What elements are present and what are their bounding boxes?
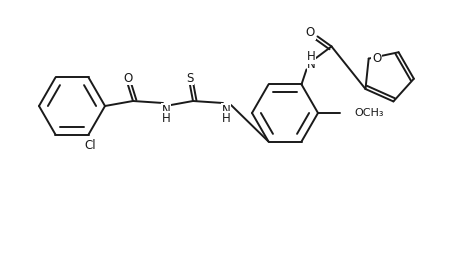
Text: N: N: [222, 104, 231, 116]
Text: O: O: [372, 52, 381, 65]
Text: N: N: [307, 58, 316, 71]
Text: O: O: [306, 26, 315, 39]
Text: H: H: [307, 50, 316, 63]
Text: S: S: [186, 72, 194, 85]
Text: N: N: [162, 104, 170, 116]
Text: OCH₃: OCH₃: [354, 108, 384, 118]
Text: H: H: [222, 111, 231, 124]
Text: Cl: Cl: [85, 139, 96, 152]
Text: O: O: [123, 72, 133, 85]
Text: H: H: [162, 111, 170, 124]
